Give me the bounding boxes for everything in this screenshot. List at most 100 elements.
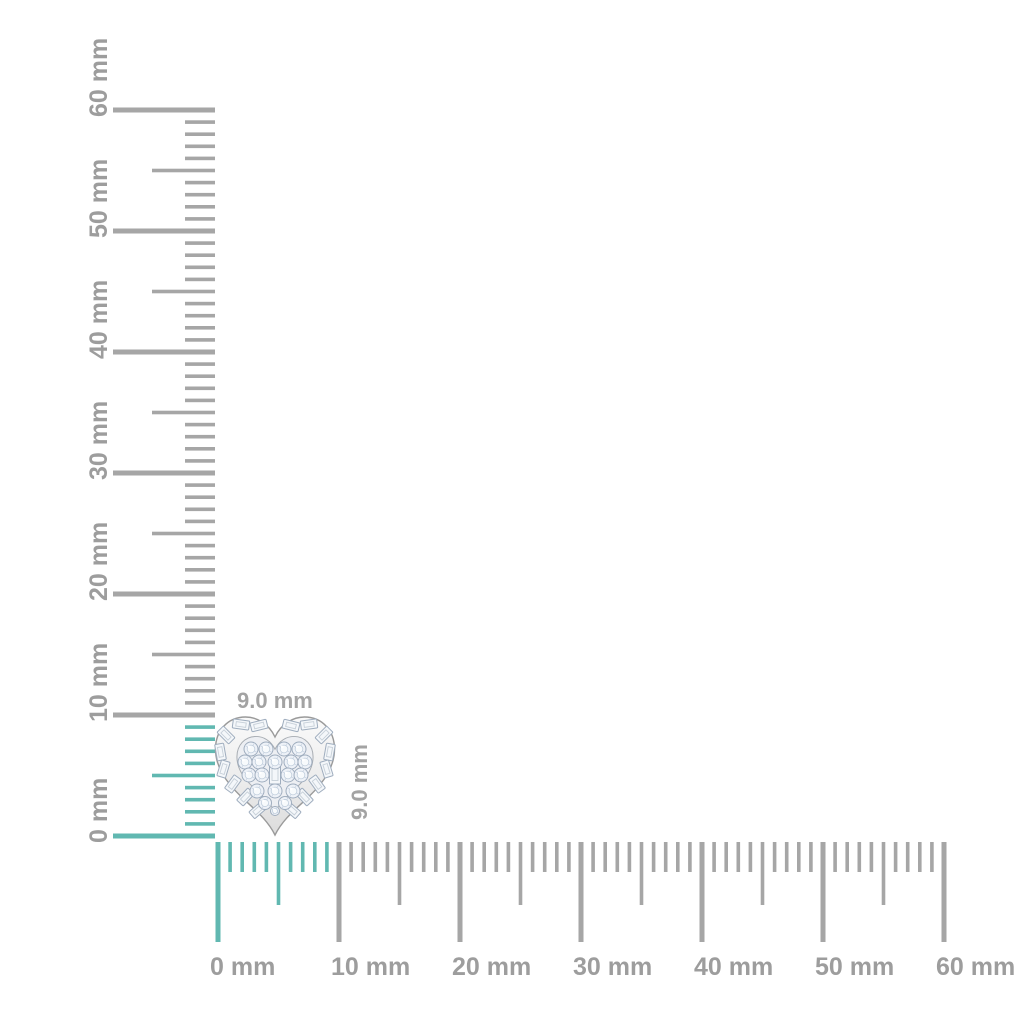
ruler-minor-tick xyxy=(712,842,716,872)
ruler-minor-tick xyxy=(185,616,215,620)
ruler-mid-tick xyxy=(639,842,644,905)
vertical-ruler-label: 0 mm xyxy=(85,778,113,843)
ruler-minor-tick xyxy=(185,664,215,669)
ruler-minor-tick xyxy=(797,842,801,872)
ruler-major-tick xyxy=(113,349,215,355)
ruler-major-tick xyxy=(820,842,826,942)
ruler-minor-tick xyxy=(325,842,329,872)
ruler-minor-tick xyxy=(185,689,215,693)
width-dimension-label: 9.0 mm xyxy=(237,688,313,713)
ruler-minor-tick xyxy=(185,676,215,681)
ruler-minor-tick xyxy=(185,822,215,826)
round-stone xyxy=(285,783,301,799)
ruler-minor-tick xyxy=(434,842,438,872)
ruler-minor-tick xyxy=(264,842,269,872)
round-stone xyxy=(293,767,309,783)
ruler-minor-tick xyxy=(676,842,680,872)
ruler-minor-tick xyxy=(185,338,215,342)
ruler-mid-tick xyxy=(152,773,215,778)
round-stone xyxy=(267,754,283,770)
ruler-minor-tick xyxy=(185,205,215,209)
ruler-minor-tick xyxy=(918,842,922,872)
ruler-minor-tick xyxy=(833,842,837,872)
round-stone xyxy=(276,741,292,757)
ruler-minor-tick xyxy=(313,842,317,872)
round-stone xyxy=(258,741,274,757)
ruler-major-tick xyxy=(113,712,215,718)
horizontal-ruler-label: 60 mm xyxy=(936,953,1015,981)
ruler-major-tick xyxy=(113,833,215,839)
ruler-minor-tick xyxy=(349,842,353,872)
round-stone xyxy=(267,783,283,799)
round-stone xyxy=(251,754,267,770)
ruler-minor-tick xyxy=(567,842,571,872)
ruler-minor-tick xyxy=(185,580,215,584)
ruler-minor-tick xyxy=(185,156,215,161)
baguette-stone xyxy=(216,725,236,745)
ruler-minor-tick xyxy=(185,749,215,754)
ruler-minor-tick xyxy=(185,725,215,729)
ruler-minor-tick xyxy=(869,842,874,872)
ruler-major-tick xyxy=(215,842,221,942)
ruler-minor-tick xyxy=(905,842,910,872)
ruler-minor-tick xyxy=(893,842,898,872)
ruler-minor-tick xyxy=(421,842,426,872)
ruler-minor-tick xyxy=(542,842,547,872)
vertical-ruler-label: 30 mm xyxy=(85,401,113,480)
ruler-minor-tick xyxy=(784,842,789,872)
ruler-mid-tick xyxy=(152,289,215,294)
ruler-minor-tick xyxy=(627,842,632,872)
ruler-mid-tick xyxy=(881,842,886,905)
ruler-major-tick xyxy=(113,228,215,234)
ruler-minor-tick xyxy=(185,253,215,257)
ruler-minor-tick xyxy=(688,842,692,872)
ruler-minor-tick xyxy=(555,842,559,872)
ruler-minor-tick xyxy=(857,842,862,872)
ruler-minor-tick xyxy=(185,120,215,124)
round-stone xyxy=(280,767,296,783)
ruler-minor-tick xyxy=(748,842,753,872)
ruler-minor-tick xyxy=(185,398,215,403)
ruler-mid-tick xyxy=(152,168,215,173)
ruler-minor-tick xyxy=(185,313,215,318)
vertical-ruler-label: 10 mm xyxy=(85,643,113,722)
ruler-minor-tick xyxy=(185,180,215,185)
round-stone xyxy=(258,796,272,810)
ruler-minor-tick xyxy=(185,555,215,560)
ruler-minor-tick xyxy=(603,842,607,872)
ruler-major-tick xyxy=(699,842,705,942)
height-dimension-label: 9.0 mm xyxy=(347,744,372,820)
ruler-minor-tick xyxy=(185,604,215,608)
ruler-minor-tick xyxy=(373,842,378,872)
ruler-minor-tick xyxy=(615,842,620,872)
ruler-mid-tick xyxy=(152,410,215,415)
ruler-minor-tick xyxy=(930,842,934,872)
ruler-mid-tick xyxy=(760,842,765,905)
ruler-minor-tick xyxy=(185,459,215,463)
baguette-stone xyxy=(308,774,326,794)
ruler-minor-tick xyxy=(385,842,390,872)
ruler-minor-tick xyxy=(252,842,257,872)
ruler-minor-tick xyxy=(361,842,365,872)
round-stone xyxy=(243,741,259,757)
horizontal-ruler: 0 mm 10 mm 20 mm 30 mm 40 mm 50 mm 60 mm xyxy=(210,842,1015,981)
ruler-minor-tick xyxy=(240,842,244,872)
ruler-minor-tick xyxy=(185,785,215,790)
ruler-minor-tick xyxy=(591,842,595,872)
horizontal-ruler-label: 0 mm xyxy=(210,953,275,981)
ruler-minor-tick xyxy=(185,761,215,766)
ruler-minor-tick xyxy=(185,640,215,645)
ruler-minor-tick xyxy=(845,842,849,872)
ruler-minor-tick xyxy=(446,842,450,872)
baguette-stone xyxy=(314,725,334,745)
baguette-stone xyxy=(231,718,251,731)
ruler-minor-tick xyxy=(185,483,215,487)
ruler-minor-tick xyxy=(185,701,215,705)
round-stone xyxy=(291,741,307,757)
ruler-minor-tick xyxy=(185,797,215,802)
ruler-mid-tick xyxy=(152,652,215,657)
horizontal-ruler-label: 50 mm xyxy=(815,953,894,981)
horizontal-ruler-label: 30 mm xyxy=(573,953,652,981)
vertical-ruler: 0 mm 10 mm 20 mm 30 mm 40 mm 50 mm 60 mm xyxy=(85,38,215,843)
